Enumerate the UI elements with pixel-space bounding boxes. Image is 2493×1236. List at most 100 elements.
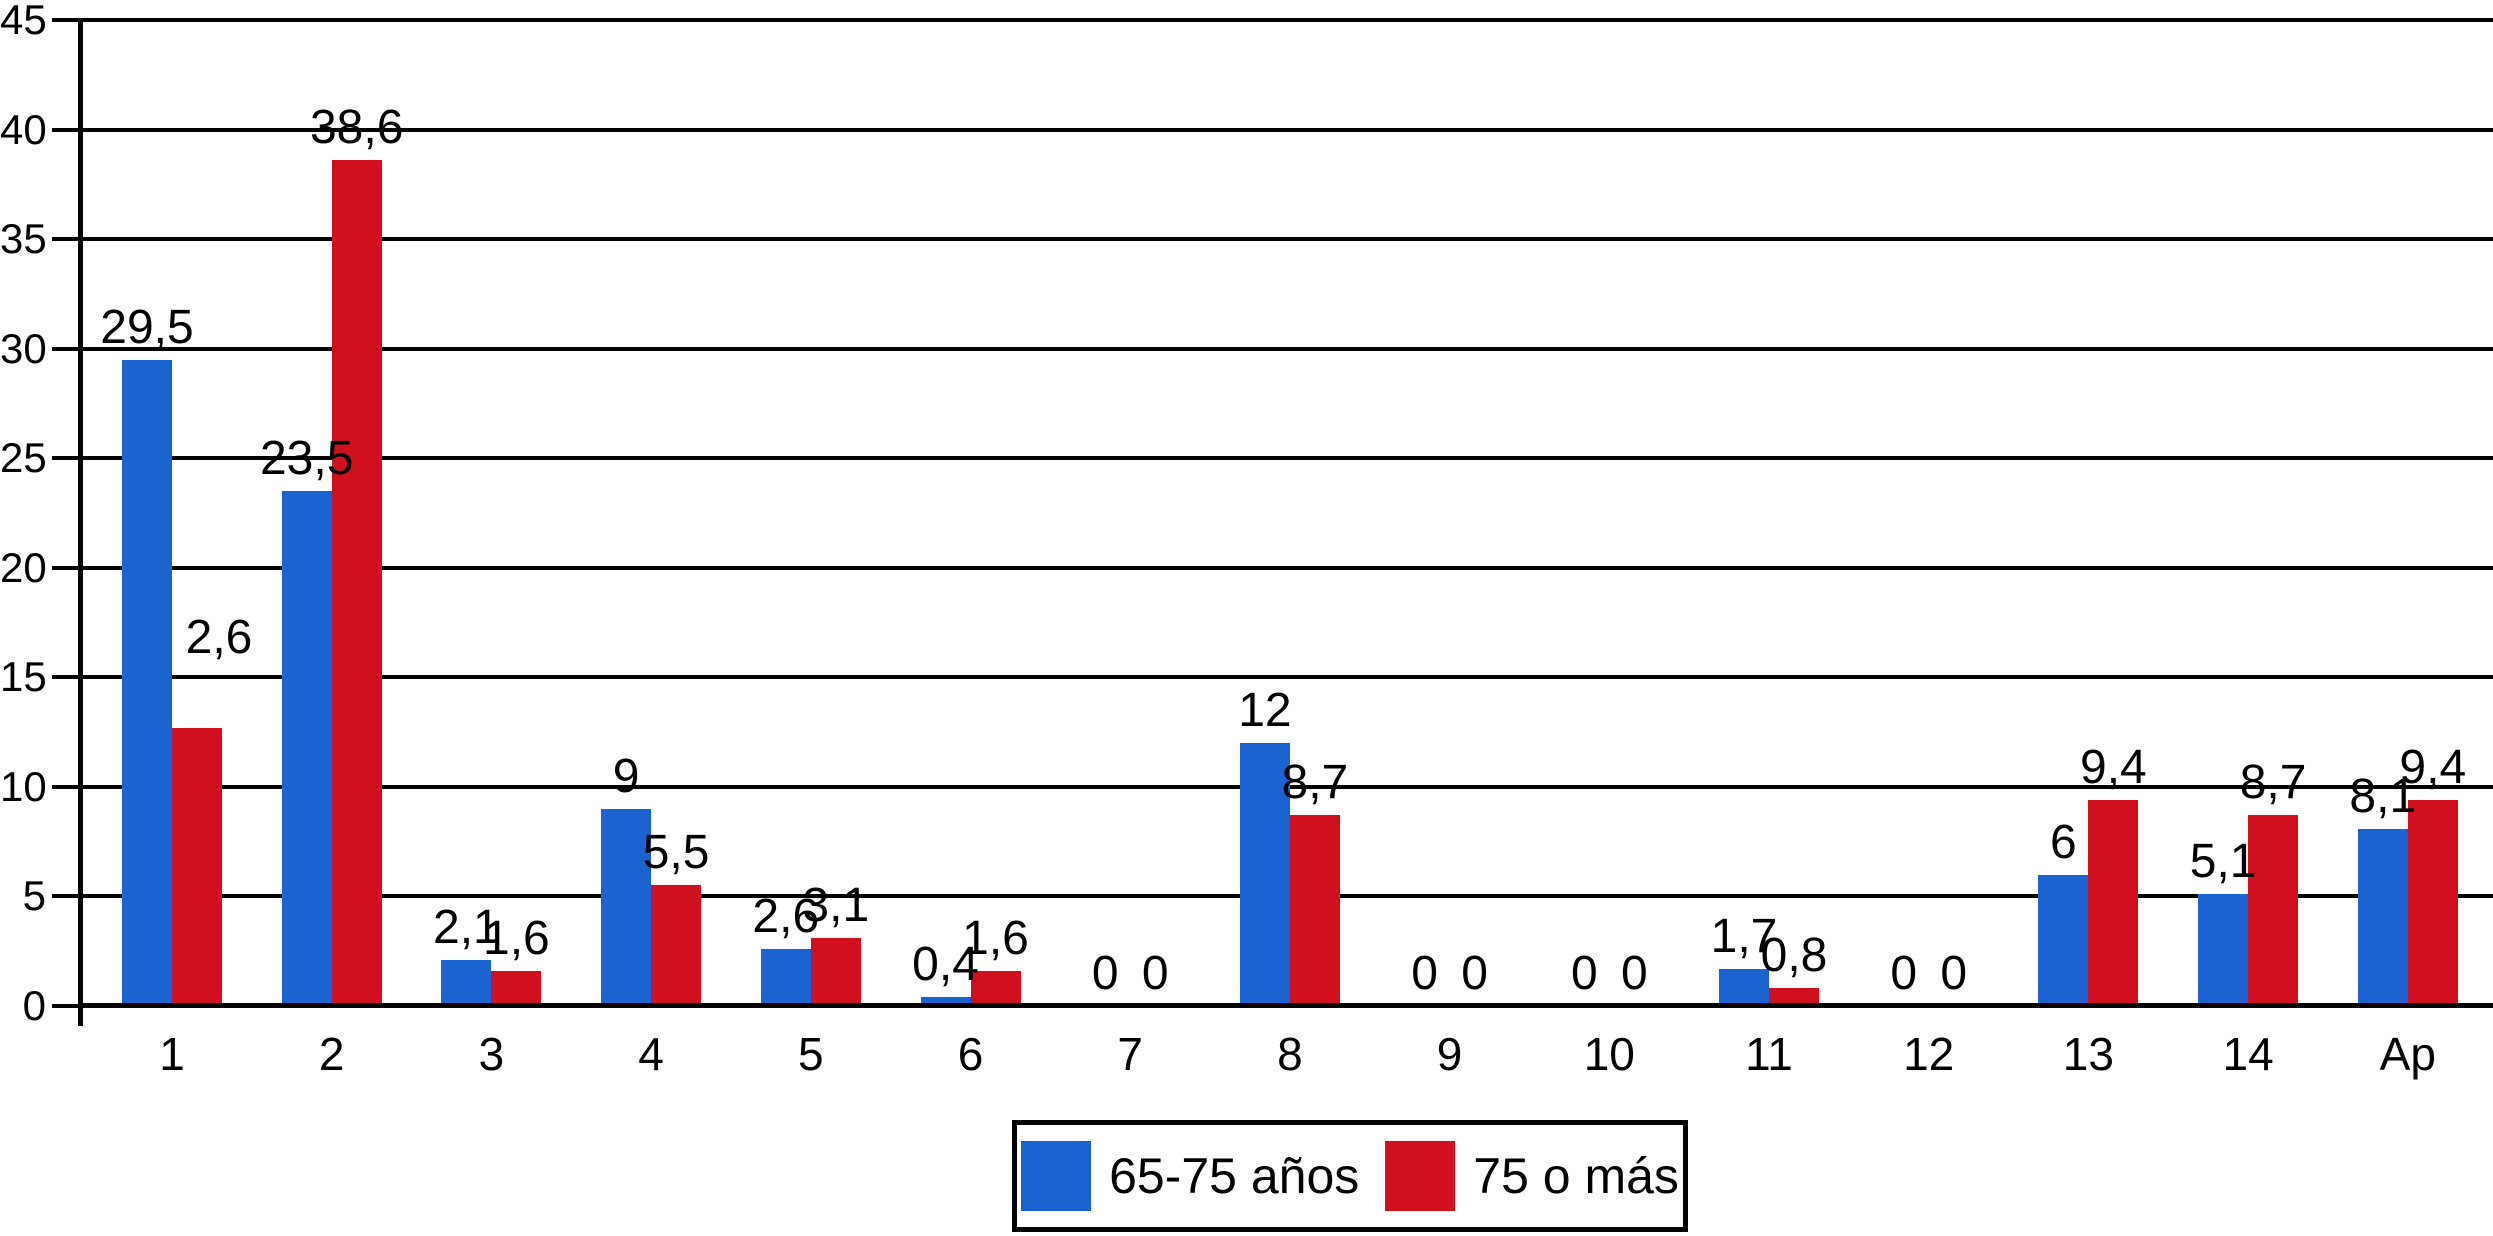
- bar-blue: [1719, 968, 1769, 1006]
- bar-blue: [760, 949, 811, 1006]
- bar-value-label: 2,1: [433, 900, 500, 954]
- legend-swatch: [1385, 1141, 1456, 1211]
- x-axis-category-label: 11: [1745, 1028, 1793, 1080]
- bar-red: [1289, 815, 1340, 1006]
- legend-item: 75 o más: [1385, 1141, 1679, 1211]
- x-axis-category-label: 7: [1117, 1028, 1143, 1080]
- bar-value-label: 8,1: [2349, 769, 2417, 823]
- y-axis-tick: [52, 346, 80, 351]
- gridline: [78, 18, 2493, 23]
- bar-value-label: 0: [1890, 947, 1918, 1000]
- y-axis-tick-label: 10: [0, 762, 47, 810]
- x-axis-category-label: 13: [2062, 1028, 2114, 1080]
- y-axis-tick-label: 0: [22, 982, 46, 1029]
- bar-value-label: 23,5: [259, 432, 354, 486]
- bar-value-label: 0,8: [1760, 929, 1828, 983]
- bar-red: [2248, 815, 2299, 1006]
- gridline: [78, 127, 2493, 132]
- bar-value-label: 8,7: [1281, 756, 1349, 810]
- x-axis-category-label: 3: [478, 1028, 505, 1080]
- x-axis-category-label: Ap: [2379, 1028, 2436, 1080]
- bar-red: [331, 160, 382, 1006]
- bar-blue: [1239, 743, 1290, 1006]
- y-axis-tick: [52, 565, 80, 570]
- x-axis-category-label: 2: [318, 1028, 345, 1080]
- gridline: [78, 456, 2493, 461]
- bar-value-label: 0,4: [912, 938, 979, 992]
- y-axis-tick-label: 15: [0, 653, 47, 701]
- bar-value-label: 8,7: [2239, 756, 2307, 810]
- x-axis-line: [78, 1003, 2493, 1008]
- y-axis-tick: [52, 784, 80, 789]
- bar-value-label: 0: [1411, 947, 1438, 1000]
- bar-value-label: 1,7: [1710, 909, 1778, 963]
- legend-item: 65-75 años: [1021, 1141, 1359, 1211]
- bar-red: [651, 885, 702, 1006]
- y-axis-tick-label: 45: [0, 0, 47, 44]
- bar-value-label: 38,6: [309, 101, 404, 155]
- bar-value-label: 0: [1570, 947, 1598, 1000]
- bar-blue: [281, 491, 332, 1006]
- bar-value-label: 2,6: [185, 610, 253, 664]
- y-axis-tick-label: 30: [0, 324, 47, 372]
- bar-value-label: 0: [1141, 947, 1169, 1000]
- bar-blue: [601, 808, 652, 1006]
- bar-value-label: 12: [1238, 684, 1292, 738]
- bar-value-label: 1,6: [483, 911, 550, 965]
- bar-blue: [2038, 874, 2089, 1006]
- y-axis-tick: [52, 456, 80, 461]
- y-axis-line: [78, 18, 83, 1026]
- legend-label: 65-75 años: [1109, 1148, 1360, 1204]
- y-axis-tick-label: 25: [0, 434, 47, 482]
- bar-value-label: 9,4: [2080, 741, 2147, 795]
- bar-value-label: 9,4: [2399, 741, 2467, 795]
- bar-red: [491, 970, 542, 1006]
- bar-red: [970, 970, 1021, 1006]
- legend-swatch: [1021, 1141, 1092, 1211]
- bar-blue: [122, 359, 172, 1006]
- gridline: [78, 675, 2493, 680]
- bar-value-label: 29,5: [100, 300, 194, 354]
- gridline: [78, 565, 2493, 570]
- x-axis-category-label: 9: [1436, 1028, 1463, 1080]
- bar-value-label: 6: [2050, 815, 2077, 869]
- bar-value-label: 3,1: [802, 879, 870, 933]
- y-axis-tick: [52, 127, 80, 132]
- legend: 65-75 años 75 o más: [1012, 1120, 1688, 1232]
- gridline: [78, 346, 2493, 351]
- y-axis-tick-label: 5: [22, 872, 46, 920]
- x-axis-category-label: 14: [2222, 1028, 2274, 1080]
- y-axis-tick-label: 40: [0, 105, 47, 153]
- bar-blue: [920, 997, 971, 1006]
- bar-value-label: 0: [1620, 947, 1648, 1000]
- bar-value-label: 0: [1091, 947, 1119, 1000]
- y-axis-tick-label: 35: [0, 215, 47, 263]
- y-axis-tick-label: 20: [0, 543, 47, 591]
- x-axis-category-label: 5: [798, 1028, 824, 1080]
- y-axis-tick: [52, 675, 80, 680]
- bar-value-label: 0: [1940, 947, 1968, 1000]
- y-axis-tick: [52, 894, 80, 899]
- bar-blue: [441, 959, 492, 1006]
- bar-red: [2088, 800, 2139, 1006]
- bar-blue: [2357, 828, 2408, 1006]
- x-axis-category-label: 4: [638, 1028, 664, 1080]
- x-axis-category-label: 8: [1277, 1028, 1303, 1080]
- bar-value-label: 1,6: [962, 911, 1029, 965]
- bar-value-label: 9: [612, 749, 640, 803]
- y-axis-tick: [52, 18, 80, 23]
- bar-value-label: 2,6: [752, 890, 820, 944]
- x-axis-category-label: 6: [957, 1028, 984, 1080]
- bar-value-label: 5,1: [2189, 835, 2257, 889]
- bar-red: [2407, 800, 2458, 1006]
- bar-red: [1769, 988, 1819, 1006]
- y-axis-tick: [52, 237, 80, 242]
- bar-red: [172, 727, 222, 1006]
- y-axis-tick: [52, 1004, 80, 1008]
- bar-value-label: 0: [1461, 947, 1488, 1000]
- bar-value-label: 5,5: [642, 826, 710, 880]
- bar-red: [810, 938, 861, 1006]
- legend-label: 75 o más: [1473, 1148, 1679, 1204]
- x-axis-category-label: 10: [1583, 1028, 1635, 1080]
